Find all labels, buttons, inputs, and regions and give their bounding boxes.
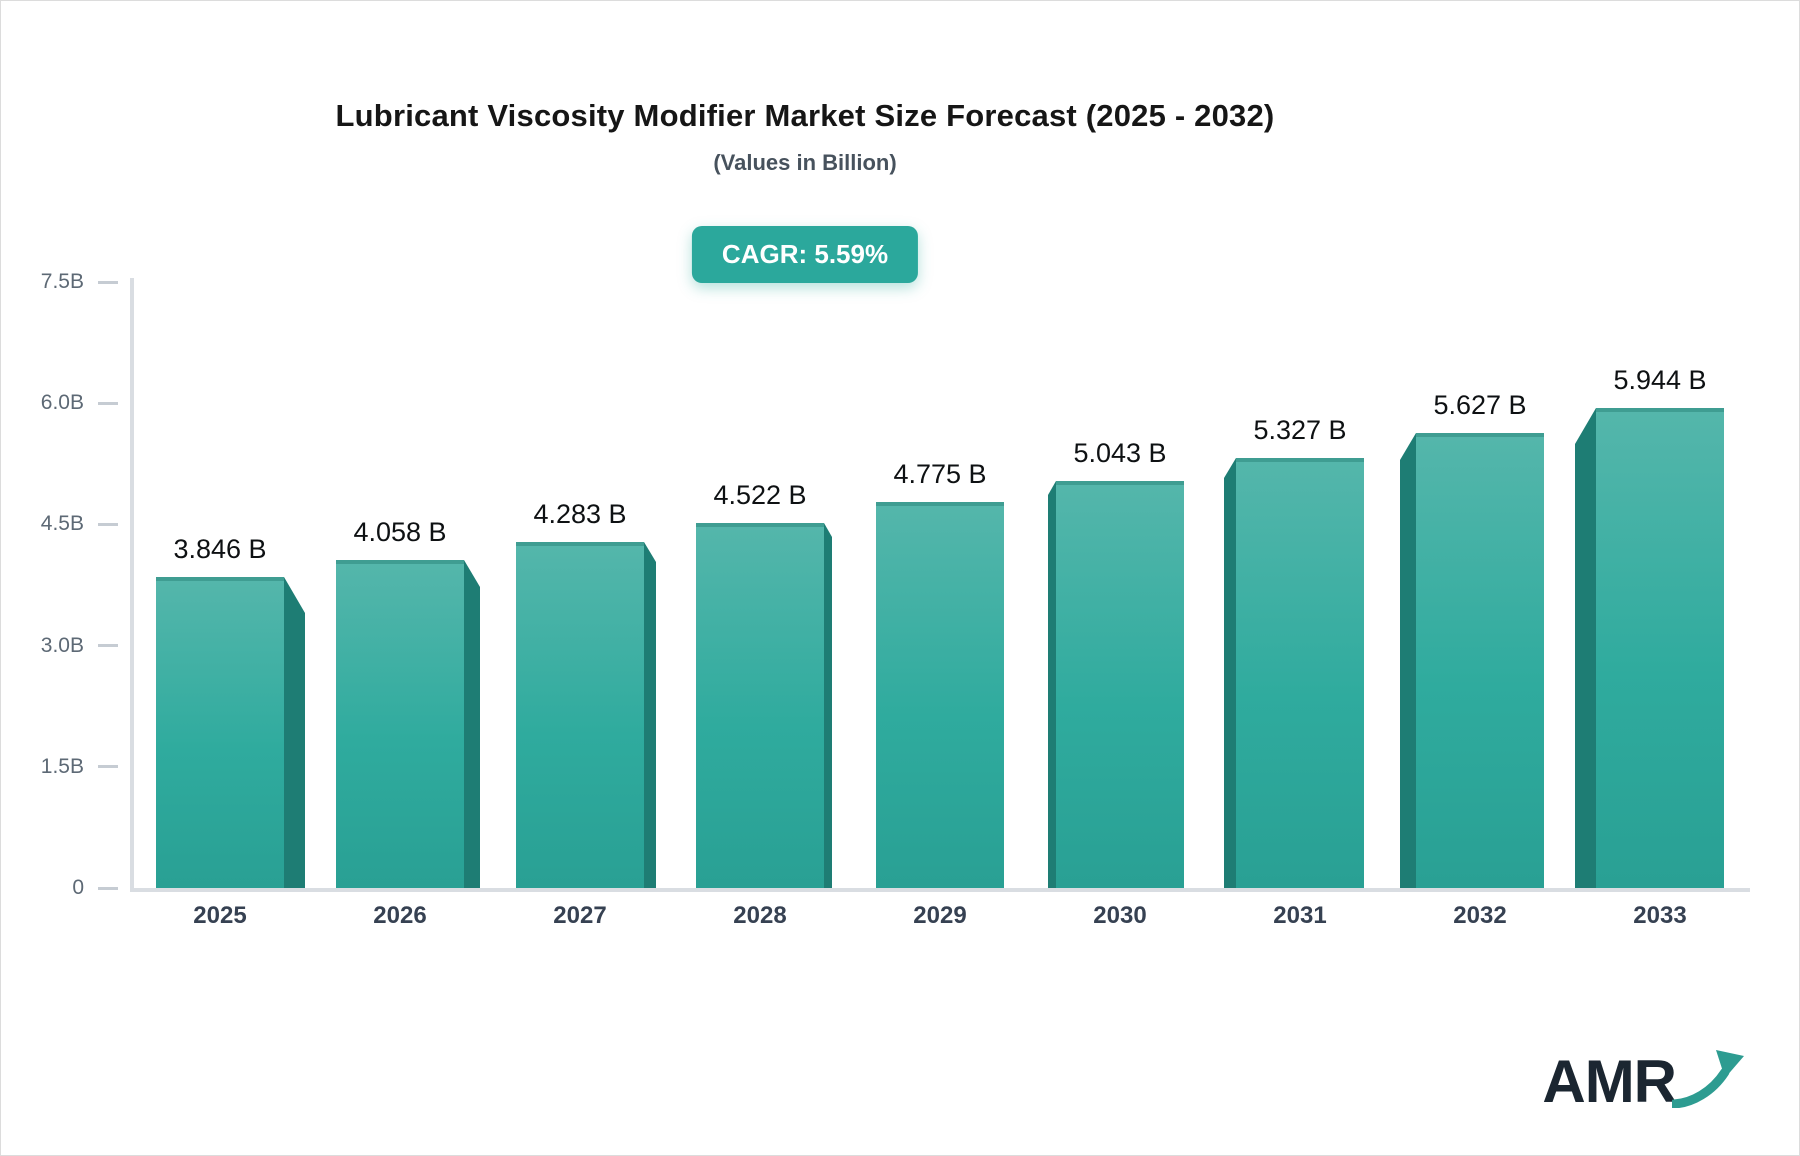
y-tick-dash xyxy=(98,644,118,648)
y-tick-label: 6.0B xyxy=(40,391,84,415)
growth-arrow-icon xyxy=(1672,1050,1744,1108)
y-tick: 0 xyxy=(18,876,118,900)
bar-value-label: 5.043 B xyxy=(1073,438,1167,468)
bar-2029: 4.775 B xyxy=(850,282,1030,888)
bar-face xyxy=(1056,481,1184,888)
bar-face xyxy=(876,502,1004,888)
bar-face xyxy=(516,542,644,888)
bar-value-label: 4.058 B xyxy=(353,517,447,547)
bar-face xyxy=(1416,433,1544,888)
bar-face xyxy=(1596,408,1724,888)
bar-2032: 5.627 B xyxy=(1390,282,1570,888)
y-tick-dash xyxy=(98,886,118,890)
y-tick: 7.5B xyxy=(18,270,118,294)
bar-value-label: 4.283 B xyxy=(533,499,627,529)
chart-header: Lubricant Viscosity Modifier Market Size… xyxy=(0,0,1610,176)
x-tick-label: 2031 xyxy=(1273,902,1327,929)
x-tick-label: 2028 xyxy=(733,902,787,929)
bar-face xyxy=(336,560,464,888)
y-tick: 4.5B xyxy=(18,512,118,536)
y-tick-dash xyxy=(98,522,118,526)
bar-2027: 4.283 B xyxy=(490,282,670,888)
y-tick-label: 3.0B xyxy=(40,633,84,657)
bar-side-panel xyxy=(1048,481,1056,888)
y-tick: 1.5B xyxy=(18,755,118,779)
bar-2033: 5.944 B xyxy=(1570,282,1750,888)
bar-value-label: 5.627 B xyxy=(1433,390,1527,420)
y-tick-dash xyxy=(98,401,118,405)
chart-title: Lubricant Viscosity Modifier Market Size… xyxy=(335,98,1275,133)
bar-value-label: 5.327 B xyxy=(1253,415,1347,445)
bar-series: 3.846 B 4.058 B 4.283 B 4.522 B 4.775 B 5.043… xyxy=(130,282,1750,888)
bar-side-panel xyxy=(284,577,305,888)
y-tick-label: 1.5B xyxy=(40,754,84,778)
y-tick-label: 7.5B xyxy=(40,270,84,293)
amr-logo: AMR xyxy=(1542,1046,1748,1112)
cagr-badge: CAGR: 5.59% xyxy=(691,226,919,283)
bar-side-panel xyxy=(464,560,480,888)
bar-face xyxy=(696,523,824,888)
y-tick: 6.0B xyxy=(18,391,118,415)
bar-2030: 5.043 B xyxy=(1030,282,1210,888)
y-tick-dash xyxy=(98,280,118,284)
bar-2026: 4.058 B xyxy=(310,282,490,888)
chart-subtitle: (Values in Billion) xyxy=(713,150,897,175)
bar-side-panel xyxy=(644,542,656,888)
bar-value-label: 3.846 B xyxy=(173,534,267,564)
amr-logo-text: AMR xyxy=(1542,1048,1677,1115)
bar-face xyxy=(1236,458,1364,888)
bar-value-label: 5.944 B xyxy=(1613,365,1707,395)
y-tick: 3.0B xyxy=(18,634,118,658)
bar-side-panel xyxy=(1400,433,1416,888)
x-tick-label: 2025 xyxy=(193,902,247,929)
x-axis: 2025 2026 2027 2028 2029 2030 2031 2032 2033 xyxy=(130,902,1750,930)
bar-face xyxy=(156,577,284,888)
y-tick-label: 4.5B xyxy=(40,512,84,536)
bar-side-panel xyxy=(824,523,832,888)
x-tick-label: 2026 xyxy=(373,902,427,929)
y-tick-dash xyxy=(98,765,118,769)
y-axis-line xyxy=(130,278,134,890)
x-tick-label: 2029 xyxy=(913,902,967,929)
x-tick-label: 2032 xyxy=(1453,902,1507,929)
bar-value-label: 4.522 B xyxy=(713,480,807,510)
bar-value-label: 4.775 B xyxy=(893,459,987,489)
y-tick-label: 0 xyxy=(72,876,84,899)
bar-side-panel xyxy=(1224,458,1236,888)
bar-side-panel xyxy=(1575,408,1596,888)
x-axis-line xyxy=(130,888,1750,892)
bar-2025: 3.846 B xyxy=(130,282,310,888)
bar-2031: 5.327 B xyxy=(1210,282,1390,888)
x-tick-label: 2030 xyxy=(1093,902,1147,929)
x-tick-label: 2027 xyxy=(553,902,607,929)
x-tick-label: 2033 xyxy=(1633,902,1687,929)
bar-2028: 4.522 B xyxy=(670,282,850,888)
